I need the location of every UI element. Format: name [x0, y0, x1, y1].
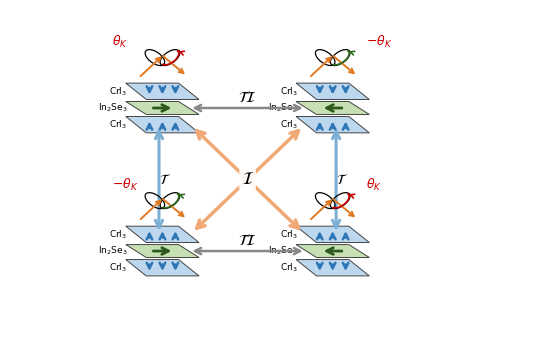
Text: In$_2$Se$_3$: In$_2$Se$_3$	[98, 245, 128, 257]
Text: CrI$_3$: CrI$_3$	[280, 228, 298, 241]
Text: In$_2$Se$_3$: In$_2$Se$_3$	[98, 102, 128, 114]
Text: $\mathcal{I}$: $\mathcal{I}$	[242, 171, 253, 188]
Polygon shape	[296, 117, 369, 133]
Text: CrI$_3$: CrI$_3$	[109, 85, 128, 97]
Polygon shape	[296, 260, 369, 276]
Polygon shape	[296, 226, 369, 242]
Text: CrI$_3$: CrI$_3$	[280, 262, 298, 274]
Text: In$_2$Se$_3$: In$_2$Se$_3$	[268, 102, 298, 114]
Text: CrI$_3$: CrI$_3$	[109, 262, 128, 274]
Text: $\mathcal{T}$: $\mathcal{T}$	[159, 172, 171, 186]
Text: CrI$_3$: CrI$_3$	[280, 118, 298, 131]
Polygon shape	[296, 83, 369, 100]
Polygon shape	[126, 102, 199, 115]
Text: $-\theta_{K}$: $-\theta_{K}$	[366, 34, 392, 50]
Text: $\mathcal{T}\mathcal{I}$: $\mathcal{T}\mathcal{I}$	[238, 233, 257, 248]
Polygon shape	[126, 260, 199, 276]
Polygon shape	[126, 117, 199, 133]
Text: $-\theta_{K}$: $-\theta_{K}$	[112, 177, 139, 193]
Polygon shape	[296, 102, 369, 115]
Text: $\mathcal{T}$: $\mathcal{T}$	[336, 172, 348, 186]
Text: CrI$_3$: CrI$_3$	[280, 85, 298, 97]
Polygon shape	[126, 226, 199, 242]
Text: In$_2$Se$_3$: In$_2$Se$_3$	[268, 245, 298, 257]
Text: CrI$_3$: CrI$_3$	[109, 228, 128, 241]
Text: $\theta_{K}$: $\theta_{K}$	[366, 177, 382, 193]
Text: CrI$_3$: CrI$_3$	[109, 118, 128, 131]
Polygon shape	[296, 245, 369, 258]
Text: $\theta_{K}$: $\theta_{K}$	[112, 34, 128, 50]
Text: $\mathcal{T}\mathcal{I}$: $\mathcal{T}\mathcal{I}$	[238, 90, 257, 105]
Polygon shape	[126, 245, 199, 258]
Polygon shape	[126, 83, 199, 100]
